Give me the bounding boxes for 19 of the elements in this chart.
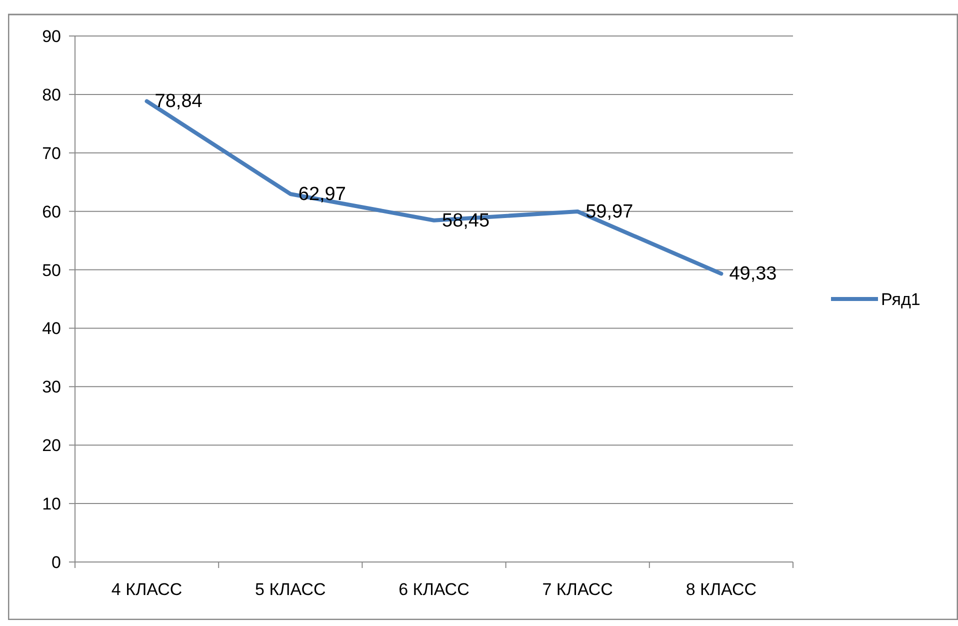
y-tick-label: 90	[42, 27, 61, 46]
text: 59,97	[586, 202, 634, 223]
y-tick-label: 40	[42, 319, 61, 338]
text: 78,84	[154, 91, 202, 112]
y-tick-label: 10	[42, 494, 61, 514]
x-tick-label: 8 КЛАСС	[686, 580, 757, 599]
x-tick-label: 7 КЛАСС	[542, 580, 613, 599]
x-tick-label: 6 КЛАСС	[398, 580, 470, 599]
y-tick-label: 80	[42, 85, 61, 104]
y-tick-label: 30	[42, 378, 61, 397]
x-tick-label: 4 КЛАСС	[111, 580, 182, 599]
y-tick-label: 60	[42, 202, 61, 222]
y-tick-label: 50	[42, 260, 61, 280]
y-tick-label: 70	[42, 144, 61, 163]
y-tick-label: 0	[52, 553, 61, 572]
text: 49,33	[729, 264, 777, 285]
y-tick-label: 20	[42, 436, 61, 456]
x-tick-label: 5 КЛАСС	[255, 580, 326, 599]
legend-label: Ряд1	[881, 290, 920, 309]
